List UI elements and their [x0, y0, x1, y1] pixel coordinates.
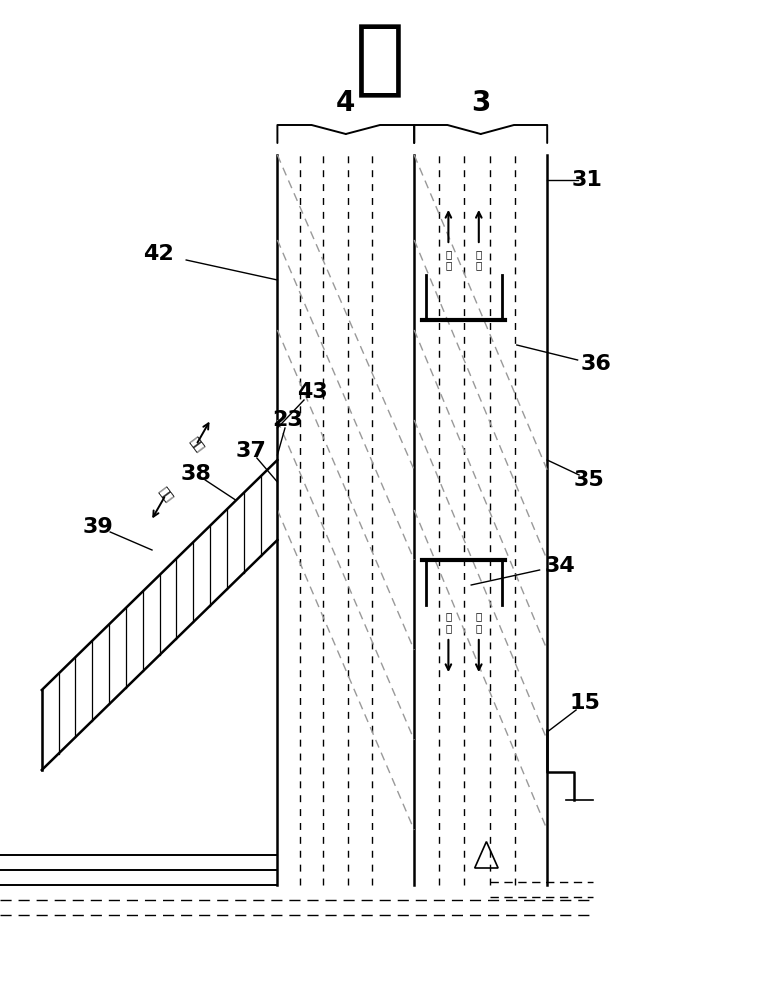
- Text: 43: 43: [296, 382, 328, 402]
- Text: 3: 3: [471, 89, 490, 117]
- Text: 下坡: 下坡: [186, 435, 206, 455]
- Text: 38: 38: [181, 464, 211, 484]
- Text: 23: 23: [272, 410, 302, 430]
- Text: 上
坡: 上 坡: [476, 249, 482, 271]
- Text: 35: 35: [573, 470, 604, 489]
- Text: 上坡: 上坡: [156, 485, 176, 505]
- Text: 下
坡: 下 坡: [476, 611, 482, 633]
- Text: 39: 39: [82, 517, 113, 537]
- Text: 4: 4: [336, 89, 356, 117]
- Text: 42: 42: [144, 244, 174, 264]
- Text: 北: 北: [355, 19, 405, 101]
- Text: 36: 36: [581, 355, 611, 374]
- Text: 15: 15: [569, 693, 600, 713]
- Text: 34: 34: [545, 556, 575, 576]
- Text: 上
坡: 上 坡: [445, 249, 451, 271]
- Text: 下
坡: 下 坡: [445, 611, 451, 633]
- Text: 31: 31: [572, 170, 602, 190]
- Text: 37: 37: [236, 441, 266, 461]
